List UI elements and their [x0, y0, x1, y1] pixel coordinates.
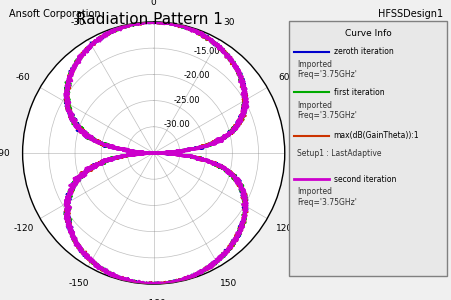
- Text: Ansoft Corporation: Ansoft Corporation: [9, 9, 101, 19]
- Text: second iteration: second iteration: [333, 175, 395, 184]
- Text: Curve Info: Curve Info: [344, 28, 391, 38]
- Text: Imported
Freq='3.75GHz': Imported Freq='3.75GHz': [297, 187, 356, 207]
- Text: HFSSDesign1: HFSSDesign1: [377, 9, 442, 19]
- FancyBboxPatch shape: [289, 21, 446, 276]
- Text: max(dB(GainTheta)):1: max(dB(GainTheta)):1: [333, 131, 418, 140]
- Text: Setup1 : LastAdaptive: Setup1 : LastAdaptive: [297, 149, 381, 158]
- Text: first iteration: first iteration: [333, 88, 383, 97]
- Text: Imported
Freq='3.75GHz': Imported Freq='3.75GHz': [297, 60, 356, 79]
- Text: Imported
Freq='3.75GHz': Imported Freq='3.75GHz': [297, 100, 356, 120]
- Text: zeroth iteration: zeroth iteration: [333, 47, 392, 56]
- Text: Radiation Pattern 1: Radiation Pattern 1: [76, 12, 222, 27]
